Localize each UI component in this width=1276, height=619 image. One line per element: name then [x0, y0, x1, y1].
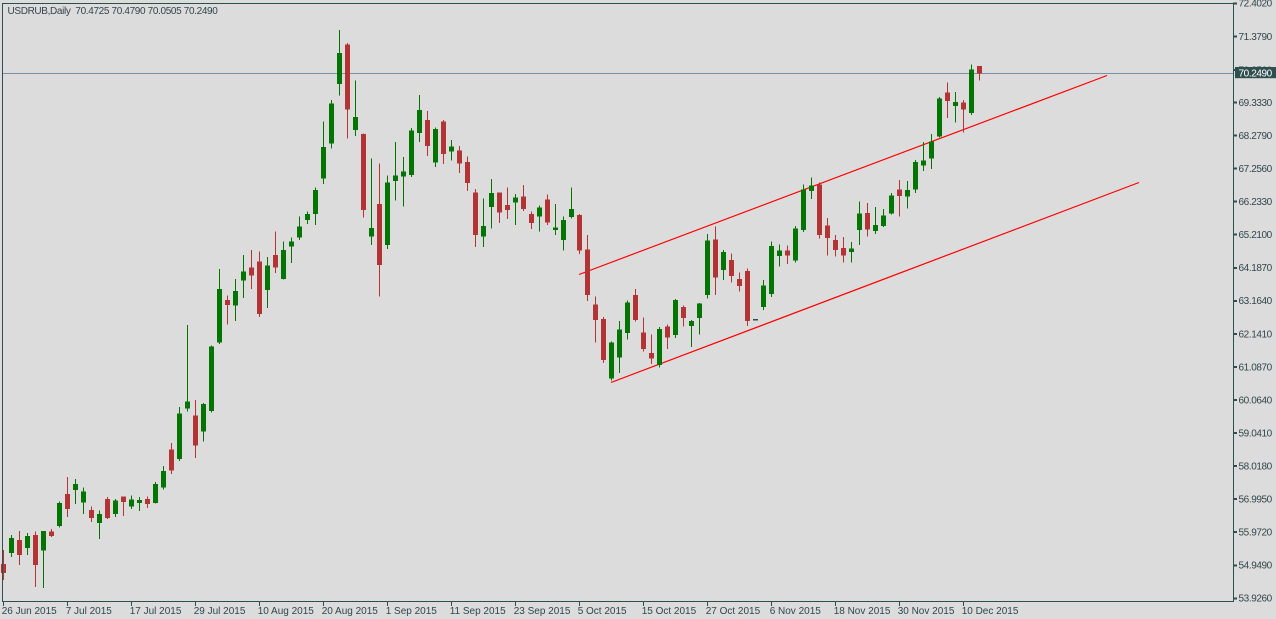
svg-text:54.9490: 54.9490: [1239, 561, 1273, 572]
svg-text:10 Dec 2015: 10 Dec 2015: [962, 606, 1019, 617]
svg-text:61.0870: 61.0870: [1239, 362, 1273, 373]
svg-text:58.0180: 58.0180: [1239, 462, 1273, 473]
svg-text:20 Aug 2015: 20 Aug 2015: [322, 606, 379, 617]
svg-text:68.2790: 68.2790: [1239, 131, 1273, 142]
svg-text:66.2330: 66.2330: [1239, 197, 1273, 208]
svg-text:USDRUB,Daily 70.4725 70.4790: USDRUB,Daily 70.4725 70.4790 70.0505 70.…: [8, 6, 219, 17]
svg-text:5 Oct 2015: 5 Oct 2015: [578, 606, 627, 617]
svg-text:10 Aug 2015: 10 Aug 2015: [258, 606, 315, 617]
svg-text:55.9720: 55.9720: [1239, 528, 1273, 539]
svg-text:63.1640: 63.1640: [1239, 296, 1273, 307]
svg-text:6 Nov 2015: 6 Nov 2015: [770, 606, 822, 617]
svg-text:18 Nov 2015: 18 Nov 2015: [834, 606, 891, 617]
svg-text:29 Jul 2015: 29 Jul 2015: [194, 606, 246, 617]
svg-text:72.4020: 72.4020: [1239, 0, 1273, 10]
svg-text:69.3330: 69.3330: [1239, 98, 1273, 109]
svg-text:67.2560: 67.2560: [1239, 164, 1273, 175]
svg-text:59.0410: 59.0410: [1239, 429, 1273, 440]
svg-text:65.2100: 65.2100: [1239, 230, 1273, 241]
svg-text:15 Oct 2015: 15 Oct 2015: [642, 606, 697, 617]
svg-text:60.0640: 60.0640: [1239, 395, 1273, 406]
svg-text:23 Sep 2015: 23 Sep 2015: [514, 606, 571, 617]
svg-text:30 Nov 2015: 30 Nov 2015: [898, 606, 955, 617]
svg-text:26 Jun 2015: 26 Jun 2015: [2, 606, 57, 617]
svg-text:27 Oct 2015: 27 Oct 2015: [706, 606, 761, 617]
svg-text:53.9260: 53.9260: [1239, 594, 1273, 605]
svg-text:70.2490: 70.2490: [1239, 69, 1273, 80]
svg-text:56.9950: 56.9950: [1239, 495, 1273, 506]
svg-text:62.1410: 62.1410: [1239, 329, 1273, 340]
svg-text:71.3790: 71.3790: [1239, 32, 1273, 43]
svg-text:7 Jul 2015: 7 Jul 2015: [66, 606, 113, 617]
svg-text:1 Sep 2015: 1 Sep 2015: [386, 606, 438, 617]
svg-text:64.1870: 64.1870: [1239, 263, 1273, 274]
svg-text:11 Sep 2015: 11 Sep 2015: [450, 606, 506, 617]
svg-text:17 Jul 2015: 17 Jul 2015: [130, 606, 182, 617]
